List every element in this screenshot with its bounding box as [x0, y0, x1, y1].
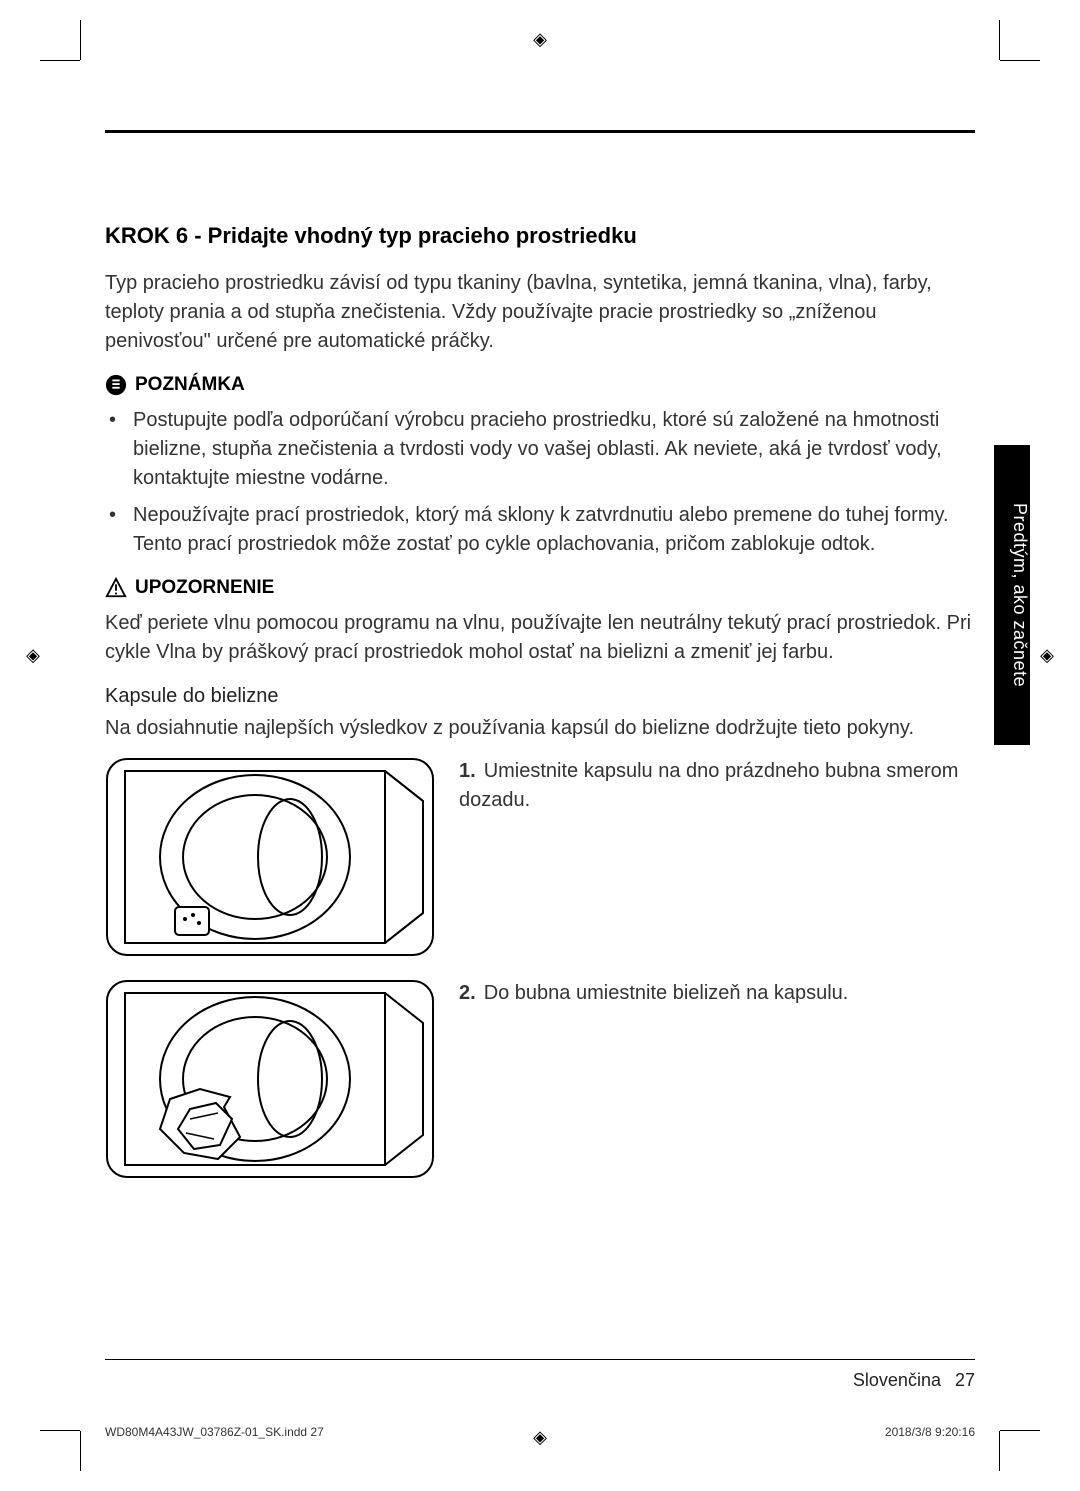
illustration-laundry-on-capsule	[105, 979, 435, 1179]
note-item: Nepoužívajte prací prostriedok, ktorý má…	[133, 501, 975, 559]
warning-heading: UPOZORNENIE	[105, 577, 975, 599]
note-heading: POZNÁMKA	[105, 374, 975, 396]
step-row-1: 1.Umiestnite kapsulu na dno prázdneho bu…	[105, 757, 975, 957]
capsule-intro: Na dosiahnutie najlepších výsledkov z po…	[105, 714, 975, 743]
step-number: 2.	[459, 982, 476, 1004]
warning-icon	[105, 577, 127, 599]
registration-mark-left: ◈	[22, 644, 44, 666]
crop-mark	[999, 1431, 1000, 1471]
crop-mark	[40, 60, 80, 61]
note-item: Postupujte podľa odporúčaní výrobcu prac…	[133, 406, 975, 493]
capsule-heading: Kapsule do bielizne	[105, 685, 975, 708]
crop-mark	[1000, 1430, 1040, 1431]
crop-mark	[40, 1430, 80, 1431]
crop-mark	[80, 1431, 81, 1471]
step-body: Umiestnite kapsulu na dno prázdneho bubn…	[459, 760, 958, 811]
step-2-text: 2. Do bubna umiestnite bielizeň na kapsul…	[459, 979, 975, 1008]
warning-label: UPOZORNENIE	[135, 577, 274, 599]
registration-mark-right: ◈	[1036, 644, 1058, 666]
illustration-capsule-in-drum	[105, 757, 435, 957]
step-row-2: 2. Do bubna umiestnite bielizeň na kapsul…	[105, 979, 975, 1179]
step-1-text: 1.Umiestnite kapsulu na dno prázdneho bu…	[459, 757, 975, 815]
warning-paragraph: Keď periete vlnu pomocou programu na vln…	[105, 609, 975, 667]
top-rule	[105, 130, 975, 133]
registration-mark-top: ◈	[529, 28, 551, 50]
crop-mark	[1000, 60, 1040, 61]
note-list: Postupujte podľa odporúčaní výrobcu prac…	[105, 406, 975, 559]
note-icon	[105, 374, 127, 396]
step-body: Do bubna umiestnite bielizeň na kapsulu.	[484, 982, 849, 1004]
intro-paragraph: Typ pracieho prostriedku závisí od typu …	[105, 269, 975, 356]
step-number: 1.	[459, 760, 476, 782]
footer-page-number: 27	[955, 1370, 975, 1391]
print-footer: WD80M4A43JW_03786Z-01_SK.indd 27 2018/3/…	[105, 1425, 975, 1439]
note-label: POZNÁMKA	[135, 374, 245, 396]
print-timestamp: 2018/3/8 9:20:16	[885, 1425, 975, 1439]
section-tab: Predtým, ako začnete	[994, 445, 1030, 745]
page-content: KROK 6 - Pridajte vhodný typ pracieho pr…	[105, 130, 975, 1179]
print-file: WD80M4A43JW_03786Z-01_SK.indd 27	[105, 1425, 324, 1439]
step-heading: KROK 6 - Pridajte vhodný typ pracieho pr…	[105, 223, 975, 249]
footer-language: Slovenčina	[853, 1370, 941, 1391]
crop-mark	[999, 20, 1000, 60]
crop-mark	[80, 20, 81, 60]
page-footer: Slovenčina 27	[105, 1359, 975, 1391]
